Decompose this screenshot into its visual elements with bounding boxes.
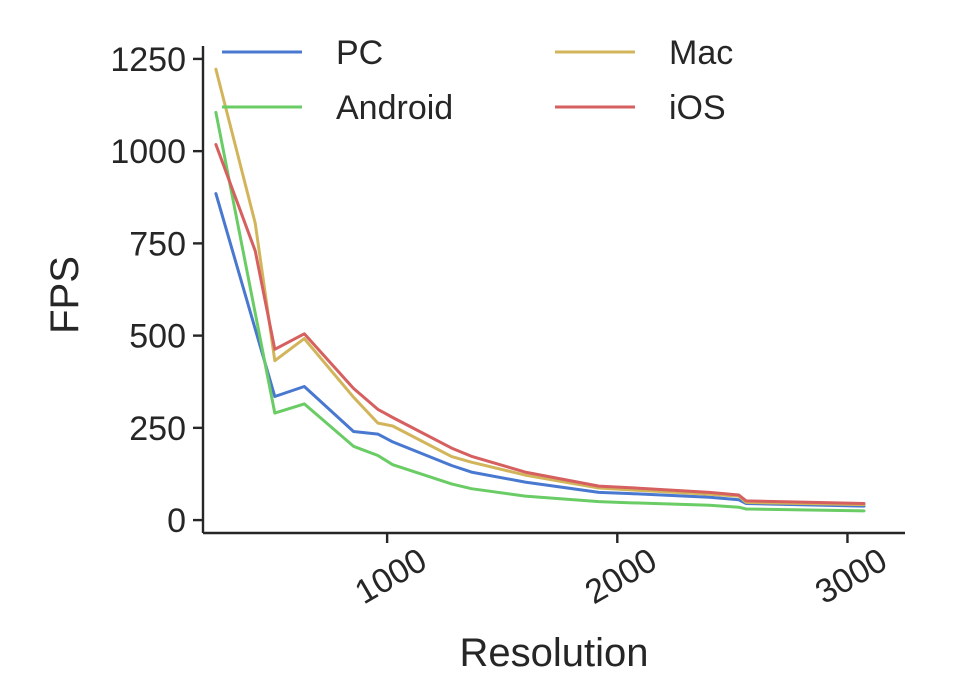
x-ticks: 1000 2000 3000 bbox=[349, 533, 894, 612]
legend-label: PC bbox=[336, 34, 383, 72]
y-tick-label: 1250 bbox=[110, 41, 186, 79]
legend-item-android: Android bbox=[222, 89, 453, 127]
y-tick-label: 1000 bbox=[110, 133, 186, 171]
x-axis-title: Resolution bbox=[459, 631, 648, 675]
y-tick-label: 250 bbox=[129, 410, 186, 448]
legend-label: Mac bbox=[669, 34, 733, 72]
series-line-pc bbox=[214, 192, 866, 508]
y-axis-title: FPS bbox=[43, 256, 87, 334]
legend-label: Android bbox=[336, 89, 453, 127]
y-tick-label: 0 bbox=[167, 502, 186, 540]
series-line-ios bbox=[214, 143, 866, 505]
y-tick-label: 750 bbox=[129, 225, 186, 263]
axes-layer bbox=[201, 46, 905, 535]
x-tick-label: 1000 bbox=[349, 541, 434, 612]
x-tick-label: 3000 bbox=[809, 541, 894, 612]
legend-item-pc: PC bbox=[222, 34, 383, 72]
legend-item-ios: iOS bbox=[555, 89, 726, 127]
y-tick-label: 500 bbox=[129, 318, 186, 356]
y-ticks: 0 250 500 750 1000 1250 bbox=[110, 41, 203, 540]
series-line-android bbox=[214, 110, 866, 513]
legend-item-mac: Mac bbox=[555, 34, 733, 72]
series-layer bbox=[214, 67, 866, 513]
legend: PC Mac Android iOS bbox=[222, 34, 733, 127]
series-line-mac bbox=[214, 67, 866, 507]
x-tick-label: 2000 bbox=[579, 541, 664, 612]
legend-label: iOS bbox=[669, 89, 726, 127]
